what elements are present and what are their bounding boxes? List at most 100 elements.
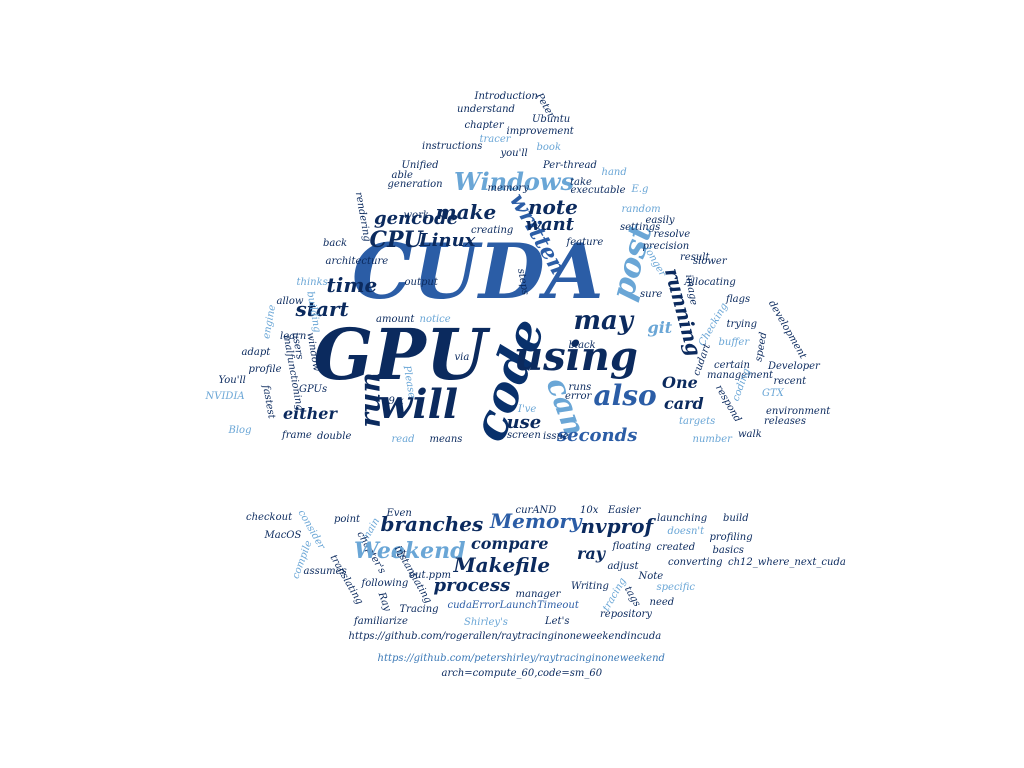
word-118: Even: [386, 508, 412, 519]
word-114: checkout: [246, 512, 293, 523]
word-87: via: [454, 352, 470, 363]
word-119: curAND: [515, 505, 557, 516]
word-130: profiling: [709, 532, 753, 543]
word-43: memory: [487, 183, 529, 194]
word-124: branches: [380, 512, 484, 536]
word-107: double: [317, 431, 352, 442]
word-10: Windows: [454, 167, 575, 196]
word-14: time: [326, 273, 378, 297]
word-44: executable: [570, 185, 626, 196]
word-4: using: [514, 333, 638, 380]
word-141: Makefile: [453, 553, 551, 577]
word-116: point: [334, 514, 361, 525]
word-55: precision: [642, 241, 690, 252]
word-109: issue: [543, 431, 569, 442]
word-13: start: [295, 297, 349, 321]
word-95: NVIDIA: [205, 391, 245, 402]
word-20: want: [525, 214, 575, 235]
word-28: understand: [457, 104, 515, 115]
word-35: instructions: [422, 141, 483, 152]
word-7: run: [353, 372, 387, 428]
word-102: I've: [518, 404, 537, 415]
word-148: Note: [638, 571, 664, 582]
word-152: tags: [622, 584, 643, 609]
word-0: CUDA: [352, 227, 604, 316]
word-86: Developer: [768, 361, 820, 372]
word-83: profile: [248, 364, 282, 375]
word-16: Linux: [419, 230, 476, 251]
word-48: work: [403, 210, 429, 221]
word-60: thinks: [296, 277, 328, 288]
word-139: ch12_where_next_cuda: [728, 557, 846, 568]
word-3: will: [378, 381, 459, 428]
word-112: number: [692, 434, 732, 445]
word-155: need: [649, 597, 675, 608]
word-162: Let's: [545, 616, 570, 627]
word-101: environment: [766, 406, 831, 417]
word-134: ray: [577, 544, 606, 563]
word-121: Easier: [608, 505, 641, 516]
word-122: launching: [657, 513, 708, 524]
word-137: basics: [712, 545, 744, 556]
word-165: arch=compute_60,code=sm_60: [441, 668, 603, 679]
word-21: either: [283, 404, 337, 423]
word-22: use: [506, 412, 542, 433]
word-79: buffer: [718, 337, 750, 348]
word-125: Memory: [490, 509, 582, 533]
word-51: settings: [620, 222, 661, 233]
word-161: repository: [600, 609, 652, 620]
word-26: git: [647, 318, 673, 337]
word-24: card: [664, 394, 704, 413]
word-96: fastest: [260, 384, 277, 420]
word-160: Shirley's: [464, 617, 508, 628]
word-110: read: [391, 434, 415, 445]
word-106: targets: [679, 416, 716, 427]
word-50: creating: [471, 225, 514, 236]
word-100: GTX: [762, 388, 784, 399]
word-140: assumes: [303, 566, 347, 577]
word-150: specific: [656, 582, 696, 593]
word-75: trying: [726, 319, 758, 330]
word-69: notice: [419, 314, 451, 325]
word-78: adapt: [241, 347, 271, 358]
word-32: improvement: [506, 126, 574, 137]
word-105: frame: [282, 430, 312, 441]
word-36: you'll: [500, 148, 528, 159]
word-147: out.ppm: [409, 570, 451, 581]
word-149: following: [361, 578, 409, 589]
word-88: management: [707, 370, 774, 381]
word-159: familiarize: [354, 616, 408, 627]
word-103: releases: [764, 416, 806, 427]
word-64: Allocating: [684, 277, 736, 288]
word-1: GPU: [313, 313, 487, 396]
word-25: One: [662, 373, 698, 392]
word-66: allow: [276, 296, 304, 307]
word-82: black: [568, 340, 596, 351]
word-163: https://github.com/rogerallen/raytracing…: [348, 631, 662, 642]
word-42: generation: [387, 179, 443, 190]
word-41: take: [570, 177, 592, 188]
word-127: MacOS: [264, 530, 302, 541]
word-59: slower: [693, 256, 727, 267]
word-34: book: [536, 142, 562, 153]
word-151: Writing: [571, 581, 609, 592]
word-70: flags: [726, 294, 751, 305]
word-72: engine: [261, 304, 279, 340]
word-154: manager: [515, 589, 561, 600]
word-89: You'll: [218, 375, 246, 386]
word-17: make: [435, 200, 497, 224]
word-40: able: [391, 170, 413, 181]
word-135: floating: [612, 541, 652, 552]
word-133: Weekend: [354, 538, 466, 564]
word-142: converting: [668, 557, 723, 568]
word-144: adjust: [607, 561, 639, 572]
word-164: https://github.com/petershirley/raytraci…: [377, 653, 665, 664]
word-49: easily: [645, 215, 675, 226]
word-146: process: [433, 575, 511, 596]
word-27: Introduction: [474, 91, 538, 102]
word-39: hand: [601, 167, 627, 178]
word-52: resolve: [653, 229, 691, 240]
word-65: sure: [640, 289, 663, 300]
word-56: architecture: [325, 256, 389, 267]
